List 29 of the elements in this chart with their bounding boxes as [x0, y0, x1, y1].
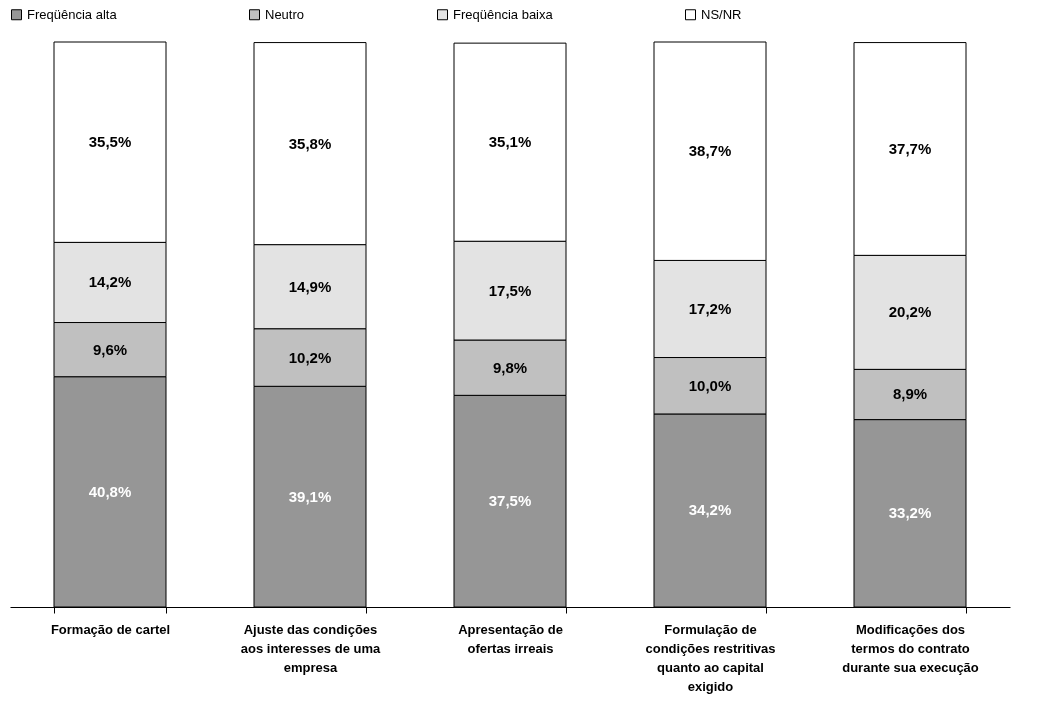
data-label: 35,5%: [88, 133, 132, 151]
legend-label: NS/NR: [701, 6, 742, 22]
data-label: 20,2%: [888, 303, 932, 321]
data-label: 9,8%: [492, 358, 528, 376]
data-label: 14,9%: [288, 277, 332, 295]
data-label: 35,1%: [488, 133, 532, 151]
data-label: 39,1%: [288, 487, 332, 505]
data-label: 10,2%: [288, 348, 332, 366]
data-label: 17,2%: [688, 299, 732, 317]
x-tick-label: Modificações dos termos do contrato durante sua execução: [842, 621, 979, 675]
data-label: 34,2%: [688, 501, 732, 519]
data-label: 37,5%: [488, 492, 532, 510]
x-tick-label: Formação de cartel: [50, 621, 171, 637]
data-label: 17,5%: [488, 281, 532, 299]
x-tick-label: Formulação de condições restritivas quanto ao capital exigido: [645, 621, 776, 694]
x-tick-label: Apresentação de ofertas irreais: [458, 621, 563, 656]
data-label: 8,9%: [892, 385, 928, 403]
data-label: 33,2%: [888, 504, 932, 522]
x-tick-label: Ajuste das condições aos interesses de uma empresa: [240, 621, 381, 675]
legend-label: Neutro: [265, 6, 305, 22]
data-label: 35,8%: [288, 134, 332, 152]
data-label: 9,6%: [92, 340, 128, 358]
legend-label: Freqüência baixa: [453, 6, 554, 22]
legend-label: Freqüência alta: [27, 6, 118, 22]
data-label: 14,2%: [88, 273, 132, 291]
data-label: 40,8%: [88, 482, 132, 500]
data-label: 37,7%: [888, 139, 932, 157]
data-label: 10,0%: [688, 376, 732, 394]
data-label: 38,7%: [688, 142, 732, 160]
